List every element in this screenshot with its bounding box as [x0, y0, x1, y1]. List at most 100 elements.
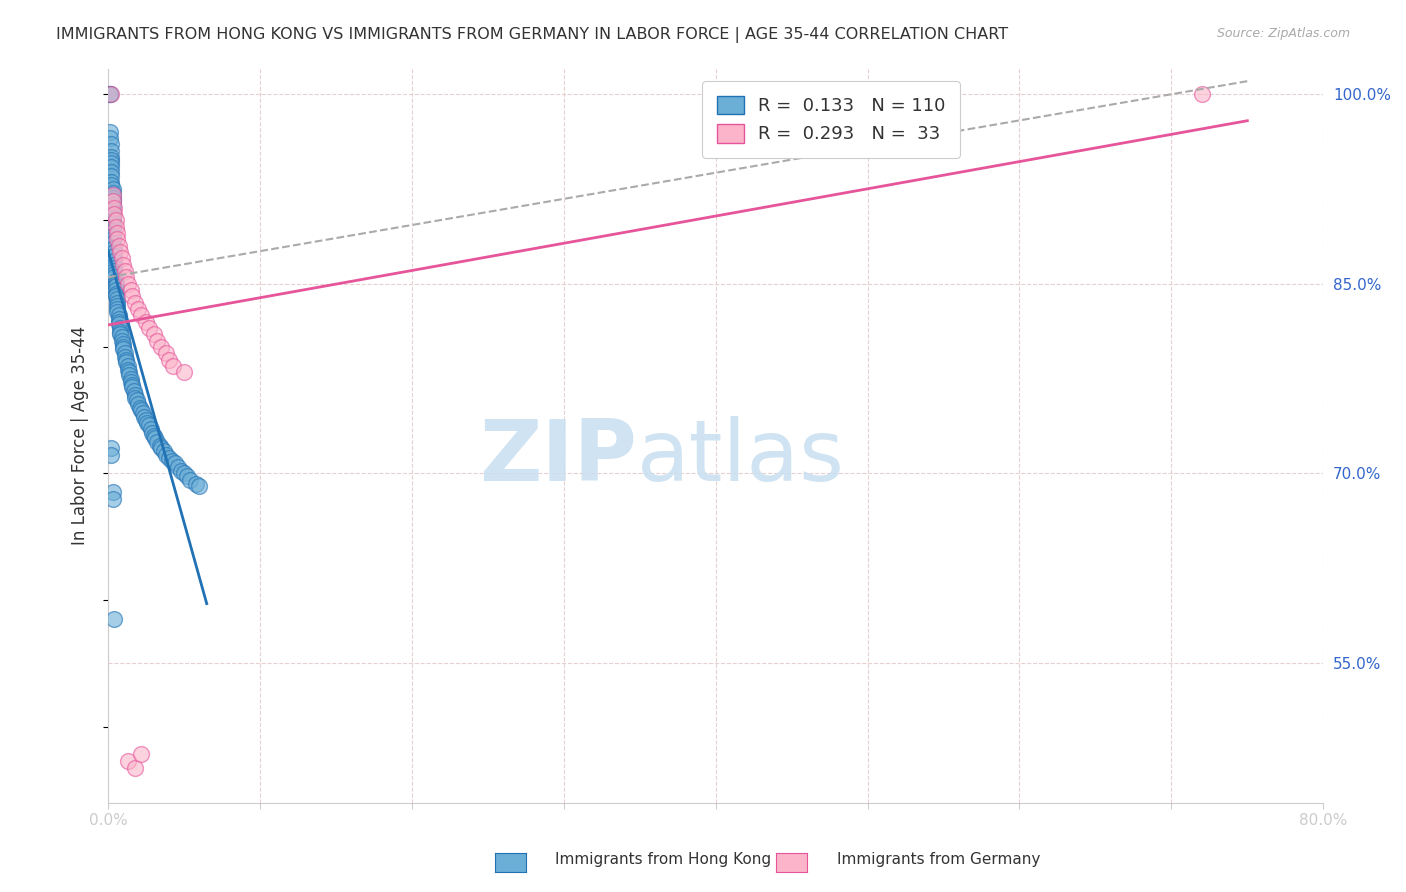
Point: [103, 207, 125, 221]
Point: [104, 219, 127, 234]
Point: [100, 137, 122, 152]
Point: [104, 277, 127, 291]
Point: [101, 232, 124, 246]
Point: [103, 249, 125, 263]
Point: [120, 376, 142, 390]
Point: [107, 317, 129, 331]
Point: [167, 460, 190, 475]
Point: [101, 207, 124, 221]
Point: [122, 384, 145, 399]
Point: [118, 365, 141, 379]
Point: [125, 393, 148, 408]
Point: [131, 403, 153, 417]
Point: [127, 397, 149, 411]
Point: [104, 286, 127, 301]
Point: [142, 428, 165, 442]
Point: [101, 219, 124, 234]
Point: [101, 191, 124, 205]
Point: [98, 131, 121, 145]
Text: IMMIGRANTS FROM HONG KONG VS IMMIGRANTS FROM GERMANY IN LABOR FORCE | AGE 35-44 : IMMIGRANTS FROM HONG KONG VS IMMIGRANTS …: [56, 27, 1008, 43]
Point: [101, 194, 124, 209]
Point: [107, 312, 129, 326]
Point: [101, 186, 124, 200]
Point: [100, 169, 122, 183]
Point: [100, 156, 122, 170]
Point: [173, 467, 195, 481]
Point: [101, 203, 124, 218]
Point: [98, 87, 121, 101]
Point: [101, 236, 124, 251]
Point: [107, 308, 129, 322]
Text: ZIP: ZIP: [479, 416, 637, 499]
Point: [115, 355, 138, 369]
Point: [112, 258, 135, 272]
Point: [112, 343, 135, 357]
Point: [105, 304, 128, 318]
Point: [103, 201, 125, 215]
Point: [124, 761, 146, 775]
Point: [98, 87, 121, 101]
Point: [105, 300, 128, 314]
Point: [112, 340, 135, 354]
Point: [100, 176, 122, 190]
Point: [139, 422, 162, 436]
Point: [157, 451, 180, 466]
Point: [104, 283, 127, 297]
Point: [103, 270, 125, 285]
Point: [114, 346, 136, 360]
Point: [176, 469, 198, 483]
Point: [136, 416, 159, 430]
Point: [101, 485, 124, 500]
Point: [108, 321, 131, 335]
Point: [100, 87, 122, 101]
Point: [149, 439, 172, 453]
Point: [1191, 87, 1213, 101]
Point: [101, 228, 124, 243]
Point: [105, 301, 128, 316]
Point: [150, 340, 173, 354]
Point: [101, 182, 124, 196]
Point: [117, 362, 139, 376]
Point: [162, 359, 184, 373]
Point: [128, 401, 150, 415]
Point: [100, 144, 122, 158]
Point: [101, 211, 124, 225]
Point: [163, 456, 186, 470]
Point: [105, 232, 128, 246]
Point: [100, 153, 122, 167]
Point: [103, 612, 125, 626]
Point: [143, 431, 166, 445]
Point: [150, 441, 173, 455]
Point: [112, 337, 135, 351]
Point: [100, 448, 122, 462]
Point: [184, 476, 207, 491]
Point: [100, 441, 122, 455]
Point: [135, 413, 157, 427]
Text: atlas: atlas: [637, 416, 845, 499]
Point: [138, 418, 160, 433]
Point: [105, 226, 128, 240]
Point: [170, 464, 193, 478]
Point: [100, 165, 122, 179]
Point: [103, 264, 125, 278]
Point: [105, 295, 128, 310]
Point: [101, 491, 124, 506]
Point: [118, 368, 141, 382]
Point: [108, 325, 131, 339]
Point: [173, 365, 195, 379]
Point: [124, 388, 146, 402]
Point: [121, 289, 143, 303]
Point: [114, 264, 136, 278]
Point: [115, 270, 138, 285]
Point: [101, 198, 124, 212]
Point: [100, 178, 122, 192]
Point: [153, 443, 176, 458]
Point: [132, 406, 155, 420]
Point: [121, 378, 143, 392]
Point: [142, 327, 165, 342]
Point: [135, 315, 157, 329]
Point: [111, 330, 134, 344]
Point: [155, 448, 177, 462]
Point: [155, 346, 177, 360]
Point: [127, 301, 149, 316]
